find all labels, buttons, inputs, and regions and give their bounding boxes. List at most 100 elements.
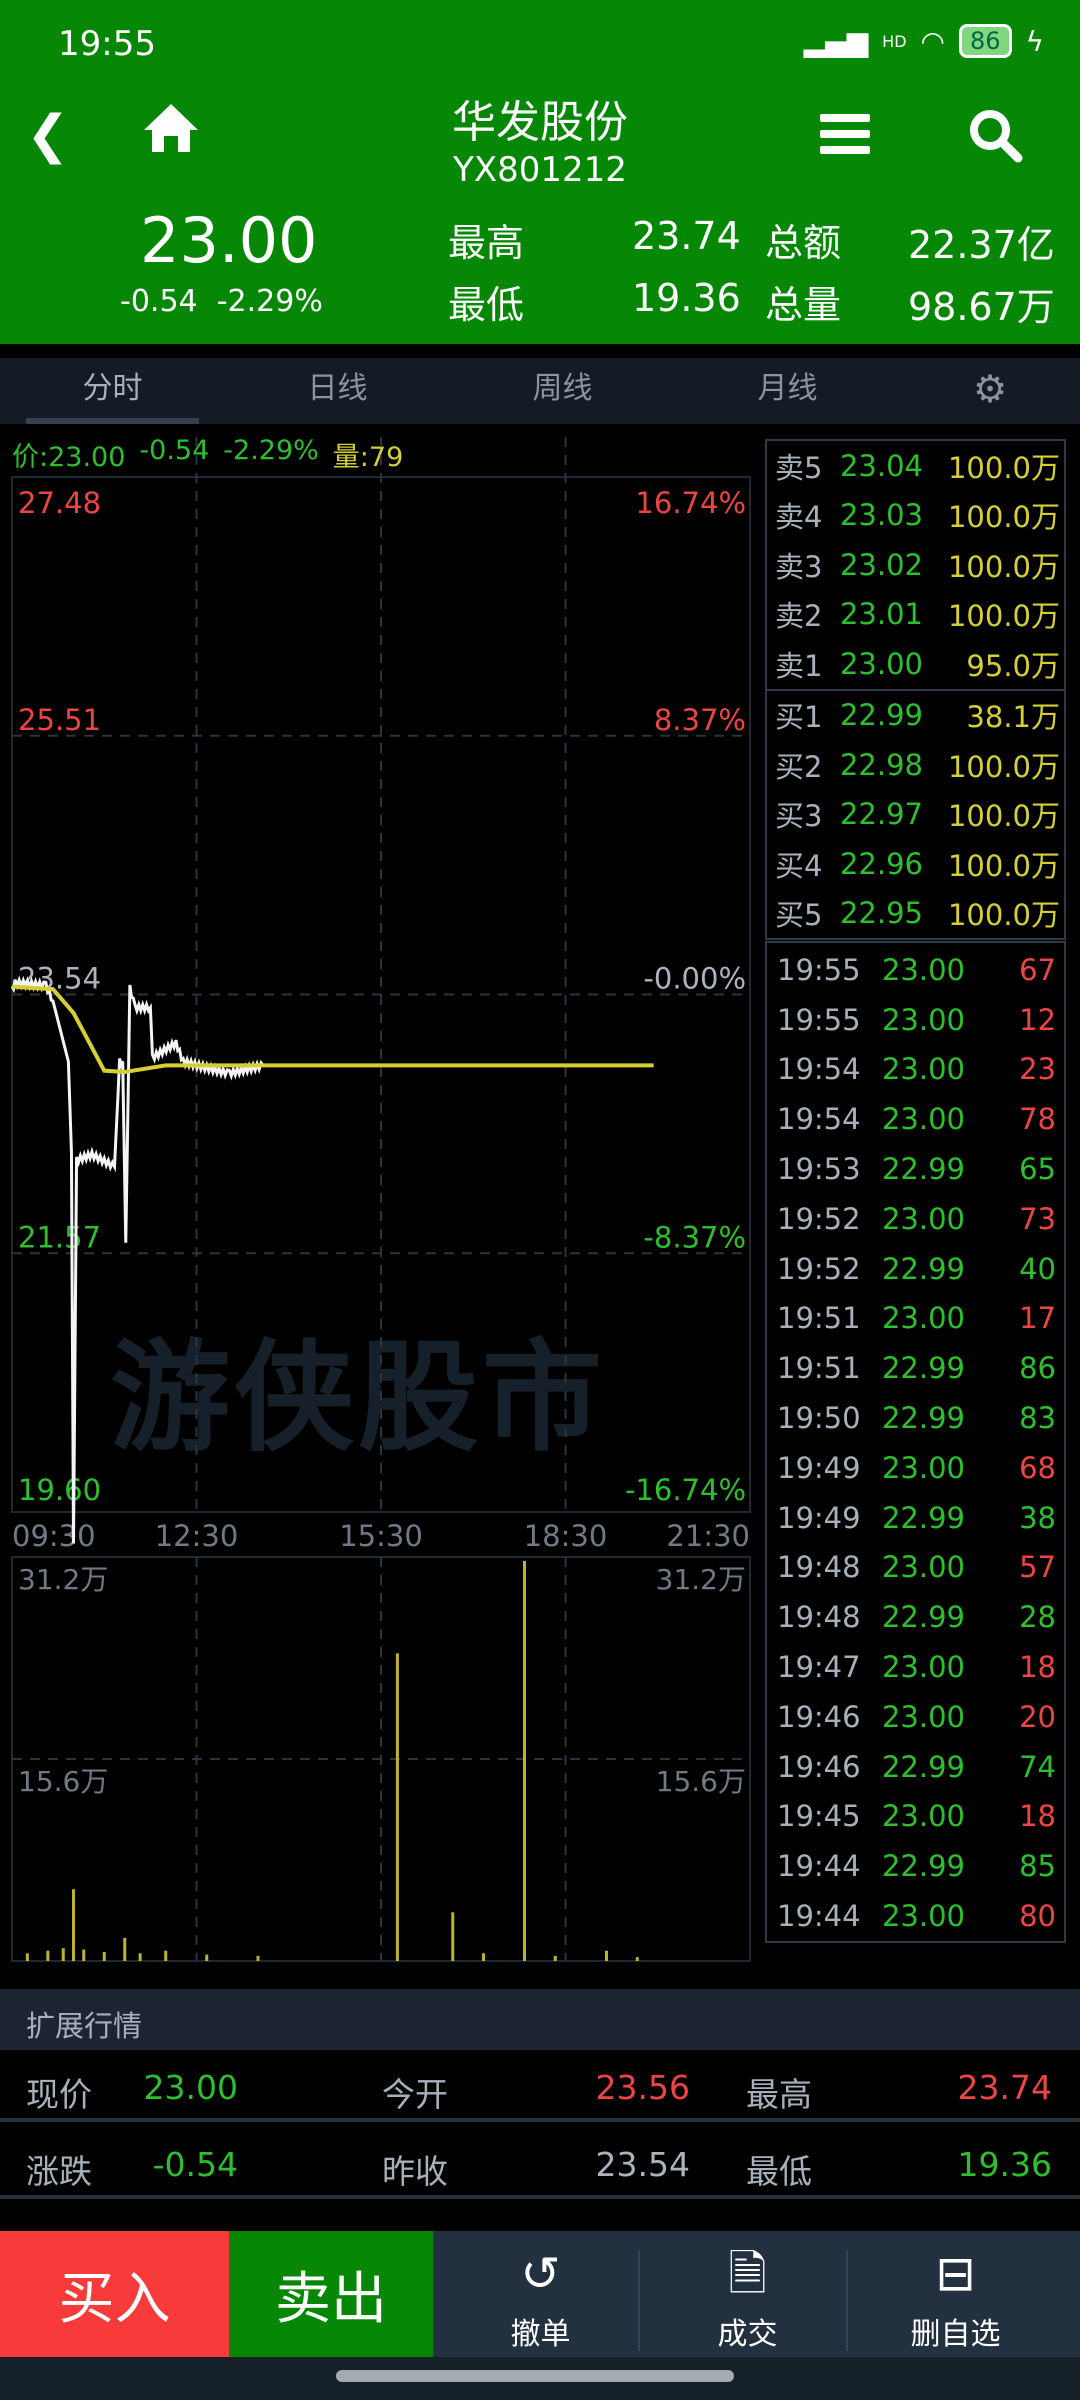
volume-bar [395,1653,399,1961]
trade-time: 19:50 [777,1401,861,1436]
low-label: 最低 [448,283,525,327]
level-price: 22.99 [839,698,923,733]
trade-price: 23.00 [881,1201,965,1236]
back-icon[interactable]: ❮ [26,105,70,165]
home-indicator[interactable] [336,2370,734,2382]
deals-button[interactable]: 🗎 成交 [640,2231,855,2357]
level-price: 22.98 [839,747,923,782]
gear-icon[interactable]: ⚙ [972,367,1008,411]
trade-time: 19:54 [777,1052,861,1087]
trade-row: 19:53 22.99 65 [767,1144,1064,1194]
y-tick-left: 21.57 [18,1220,101,1254]
remove-favorite-button[interactable]: ⊟ 删自选 [848,2231,1063,2357]
extended-row: 涨跌 -0.54 昨收 23.54 最低 19.36 [0,2127,1080,2199]
trade-row: 19:48 22.99 28 [767,1592,1064,1642]
info-vol: 量:79 [332,442,404,473]
trade-time: 19:46 [777,1699,861,1734]
x-tick: 12:30 [155,1519,239,1553]
level-label: 买1 [775,700,823,735]
trade-price: 23.00 [881,952,965,987]
trade-volume: 85 [1019,1849,1056,1884]
level-price: 23.03 [839,498,923,533]
extended-row: 现价 23.00 今开 23.56 最高 23.74 [0,2050,1080,2122]
ext-label: 现价 [26,2075,92,2114]
ask-row[interactable]: 卖4 23.03 100.0万 [767,491,1064,541]
trade-price: 22.99 [881,1401,965,1436]
tab-weekly[interactable]: 周线 [532,371,593,406]
info-price: 价:23.00 [12,442,126,473]
trade-row: 19:44 23.00 80 [767,1891,1064,1941]
trade-volume: 23 [1019,1052,1056,1087]
cancel-order-button[interactable]: ↺ 撤单 [433,2231,648,2357]
trade-row: 19:54 23.00 78 [767,1094,1064,1144]
ask-row[interactable]: 卖2 23.01 100.0万 [767,590,1064,640]
trade-row: 19:45 23.00 18 [767,1792,1064,1842]
x-tick: 18:30 [524,1519,608,1553]
home-icon[interactable] [140,100,202,169]
trade-volume: 20 [1019,1699,1056,1734]
trade-price: 23.00 [881,1002,965,1037]
trade-price: 22.99 [881,1500,965,1535]
trade-row: 19:50 22.99 83 [767,1393,1064,1443]
ext-label: 涨跌 [26,2152,92,2191]
trade-time: 19:45 [777,1799,861,1834]
minus-square-icon: ⊟ [935,2246,976,2302]
trade-time: 19:52 [777,1201,861,1236]
trade-price: 22.99 [881,1600,965,1635]
tab-daily[interactable]: 日线 [307,371,368,406]
ask-row[interactable]: 卖3 23.02 100.0万 [767,540,1064,590]
volume-bar [102,1952,106,1961]
bid-row[interactable]: 买5 22.95 100.0万 [767,889,1064,939]
level-volume: 100.0万 [947,898,1060,933]
bid-row[interactable]: 买3 22.97 100.0万 [767,790,1064,840]
document-icon: 🗎 [728,2246,767,2302]
level-volume: 100.0万 [947,549,1060,584]
stock-header: 19:55 ▂▄▆ HD ◠ 86 ϟ ❮ 华发股份 YX801212 23.0… [0,0,1080,344]
y-tick-right: -8.37% [643,1220,746,1254]
trade-row: 19:55 23.00 12 [767,995,1064,1045]
extended-quote-header[interactable]: 扩展行情 [0,1989,1080,2050]
ext-value: 19.36 [957,2145,1052,2184]
level-label: 买2 [775,749,823,784]
volume-bar [451,1912,455,1961]
trade-time: 19:48 [777,1550,861,1585]
ask-row[interactable]: 卖1 23.00 95.0万 [767,639,1064,689]
volume-bar [605,1950,608,1961]
trade-volume: 65 [1019,1152,1056,1187]
trade-price: 23.00 [881,1102,965,1137]
volume-bar [635,1957,639,1961]
ext-label: 最高 [746,2075,812,2114]
trade-price: 23.00 [881,1052,965,1087]
trade-time: 19:55 [777,1002,861,1037]
level-price: 22.96 [839,846,923,881]
volume-tick-left: 31.2万 [18,1563,108,1596]
volume-tick-left: 15.6万 [18,1765,108,1798]
signal-icon: ▂▄▆ [803,24,869,58]
tab-intraday[interactable]: 分时 [0,358,225,424]
volume-bar [138,1953,142,1961]
bid-row[interactable]: 买1 22.99 38.1万 [767,691,1064,741]
menu-icon[interactable] [820,112,870,160]
trade-time: 19:53 [777,1152,861,1187]
order-book: 卖5 23.04 100.0万 卖4 23.03 100.0万 卖3 23.02 100.0万卖… [765,439,1066,940]
volume-bar [523,1561,526,1961]
cancel-order-label: 撤单 [510,2317,571,2352]
y-tick-left: 19.60 [18,1473,101,1507]
high-value: 23.74 [632,214,741,258]
volume-tick-right: 15.6万 [656,1765,746,1798]
trade-row: 19:52 23.00 73 [767,1194,1064,1244]
ask-row[interactable]: 卖5 23.04 100.0万 [767,441,1064,491]
volume-label: 总量 [765,283,842,327]
trade-volume: 83 [1019,1401,1056,1436]
y-tick-left: 27.48 [18,486,101,520]
bid-row[interactable]: 买4 22.96 100.0万 [767,839,1064,889]
buy-button[interactable]: 买入 [0,2231,229,2357]
trade-list[interactable]: 19:55 23.00 67 19:55 23.00 12 19:54 23.00 23 19:5… [765,941,1066,1943]
trade-time: 19:51 [777,1351,861,1386]
tab-monthly[interactable]: 月线 [757,371,818,406]
sell-button[interactable]: 卖出 [229,2231,433,2357]
ext-value: -0.54 [152,2145,238,2184]
trade-row: 19:51 22.99 86 [767,1343,1064,1393]
bid-row[interactable]: 买2 22.98 100.0万 [767,740,1064,790]
search-icon[interactable] [968,108,1024,168]
